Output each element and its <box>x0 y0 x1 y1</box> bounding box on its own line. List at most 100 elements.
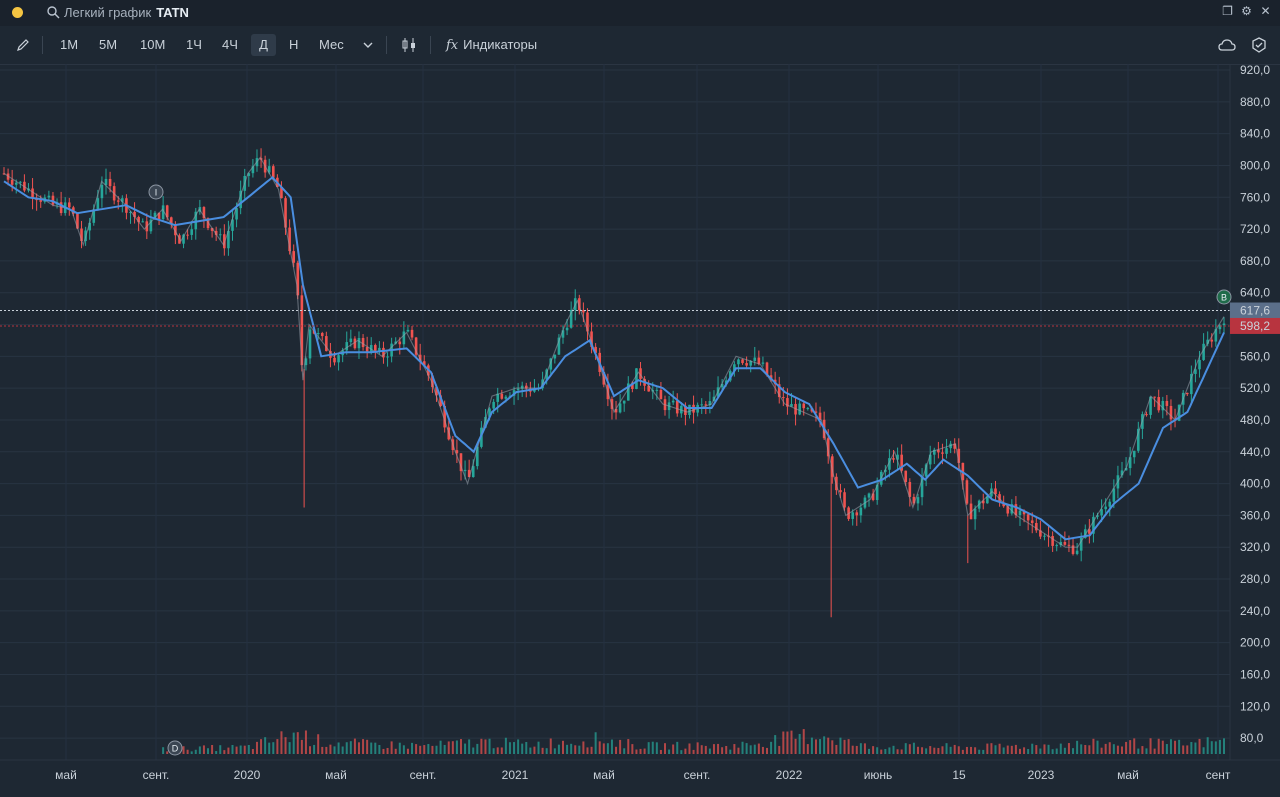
candle-body <box>786 398 789 407</box>
volume-bar <box>643 748 646 754</box>
volume-bar <box>1145 748 1148 754</box>
timeframe-1h[interactable]: 1Ч <box>186 37 202 52</box>
volume-bar <box>578 745 581 754</box>
volume-bar <box>1067 743 1070 754</box>
volume-bar <box>557 744 560 754</box>
candle-body <box>1030 520 1034 524</box>
volume-bar <box>435 745 438 754</box>
window-title[interactable]: Легкий график TATN <box>64 5 189 20</box>
price-tick-label: 840,0 <box>1240 127 1270 141</box>
volume-bar <box>921 747 924 754</box>
candlestick-type-icon[interactable] <box>401 37 417 53</box>
timeframe-1m[interactable]: 1М <box>60 37 79 52</box>
volume-bar <box>929 746 932 754</box>
indicators-button[interactable]: fx Индикаторы <box>446 34 537 56</box>
candle-body <box>141 221 145 223</box>
volume-bar <box>1202 747 1205 754</box>
volume-bar <box>1014 744 1017 754</box>
chart-area[interactable]: 920,0 880,0 840,0 800,0 760,0 720,0 680,0 640,0… <box>0 63 1280 792</box>
candle-body <box>1132 450 1136 458</box>
gear-icon[interactable]: ⚙ <box>1241 4 1252 18</box>
volume-bar <box>300 739 303 754</box>
volume-bar <box>455 740 458 754</box>
volume-bar <box>500 747 503 754</box>
candle-body <box>165 205 169 218</box>
volume-bar <box>431 745 434 754</box>
candle-body <box>59 202 63 214</box>
candle-body <box>928 454 932 465</box>
volume-bar <box>880 749 883 754</box>
candle-body <box>557 337 561 355</box>
candle-body <box>533 388 536 392</box>
volume-bar <box>610 739 613 754</box>
volume-bar <box>329 744 332 754</box>
candle-body <box>67 202 71 208</box>
price-series <box>3 156 1225 548</box>
candle-body <box>896 454 899 460</box>
fx-icon: fx <box>446 38 459 53</box>
volume-bar <box>925 748 928 754</box>
candle-body <box>108 178 112 187</box>
svg-text:D: D <box>172 744 179 754</box>
candle-body <box>920 476 924 498</box>
volume-bar <box>831 740 834 754</box>
volume-bar <box>553 748 556 754</box>
volume-bar <box>770 741 773 754</box>
candle-body <box>802 403 806 409</box>
timeframe-week[interactable]: Н <box>289 37 299 52</box>
timeframe-10m[interactable]: 10М <box>140 37 166 52</box>
volume-bar <box>288 742 291 754</box>
volume-bar <box>876 747 879 754</box>
volume-bar <box>451 741 454 754</box>
search-icon[interactable] <box>46 5 60 19</box>
volume-bar <box>1137 748 1140 754</box>
timeframe-month[interactable]: Мес <box>319 37 344 52</box>
volume-bar <box>272 742 275 754</box>
volume-bar <box>406 748 409 754</box>
candle-body <box>1214 329 1218 342</box>
candle-body <box>994 488 997 495</box>
chevron-down-icon[interactable] <box>362 40 374 50</box>
candle-body <box>19 181 22 183</box>
volume-bar <box>819 739 822 754</box>
candle-body <box>671 400 675 403</box>
window-restore-icon[interactable]: ❐ <box>1222 4 1233 18</box>
volume-bar <box>1055 748 1058 754</box>
volume-bar <box>1051 749 1054 754</box>
candle-body <box>414 337 418 355</box>
price-tick-label: 640,0 <box>1240 286 1270 300</box>
candle-body <box>1190 373 1193 395</box>
time-tick-label: 15 <box>952 768 966 782</box>
candle-body <box>10 179 14 185</box>
timeframe-day[interactable]: Д <box>251 34 276 56</box>
volume-bar <box>517 739 520 754</box>
candle-body <box>231 219 234 231</box>
candle-body <box>378 347 381 351</box>
shield-check-icon[interactable] <box>1251 37 1267 53</box>
volume-bar <box>1133 738 1136 754</box>
volume-bar <box>1169 739 1172 754</box>
candle-body <box>757 357 761 364</box>
candle-body <box>659 389 663 400</box>
price-chart[interactable]: 920,0 880,0 840,0 800,0 760,0 720,0 680,0 640,0… <box>0 63 1280 792</box>
candle-body <box>545 369 548 380</box>
cloud-icon[interactable] <box>1218 38 1236 52</box>
volume-bar <box>313 744 316 754</box>
volume-bar <box>1141 746 1144 754</box>
volume-bar <box>1010 745 1013 754</box>
volume-bar <box>692 749 695 754</box>
timeframe-4h[interactable]: 4Ч <box>222 37 238 52</box>
volume-bar <box>223 750 226 754</box>
volume-bar <box>586 747 589 754</box>
timeframe-5m[interactable]: 5М <box>99 37 118 52</box>
volume-bar <box>721 747 724 754</box>
close-icon[interactable]: ✕ <box>1260 4 1271 18</box>
price-tick-label: 880,0 <box>1240 95 1270 109</box>
volume-bar <box>1186 745 1189 754</box>
pencil-icon[interactable] <box>16 38 30 52</box>
volume-bar <box>1206 737 1209 754</box>
candle-body <box>382 347 385 358</box>
candle-body <box>1071 545 1075 554</box>
chart-toolbar: 1М 5М 10М 1Ч 4Ч Д Н Мес fx Индикаторы <box>0 26 1280 65</box>
status-dot[interactable] <box>12 7 23 18</box>
